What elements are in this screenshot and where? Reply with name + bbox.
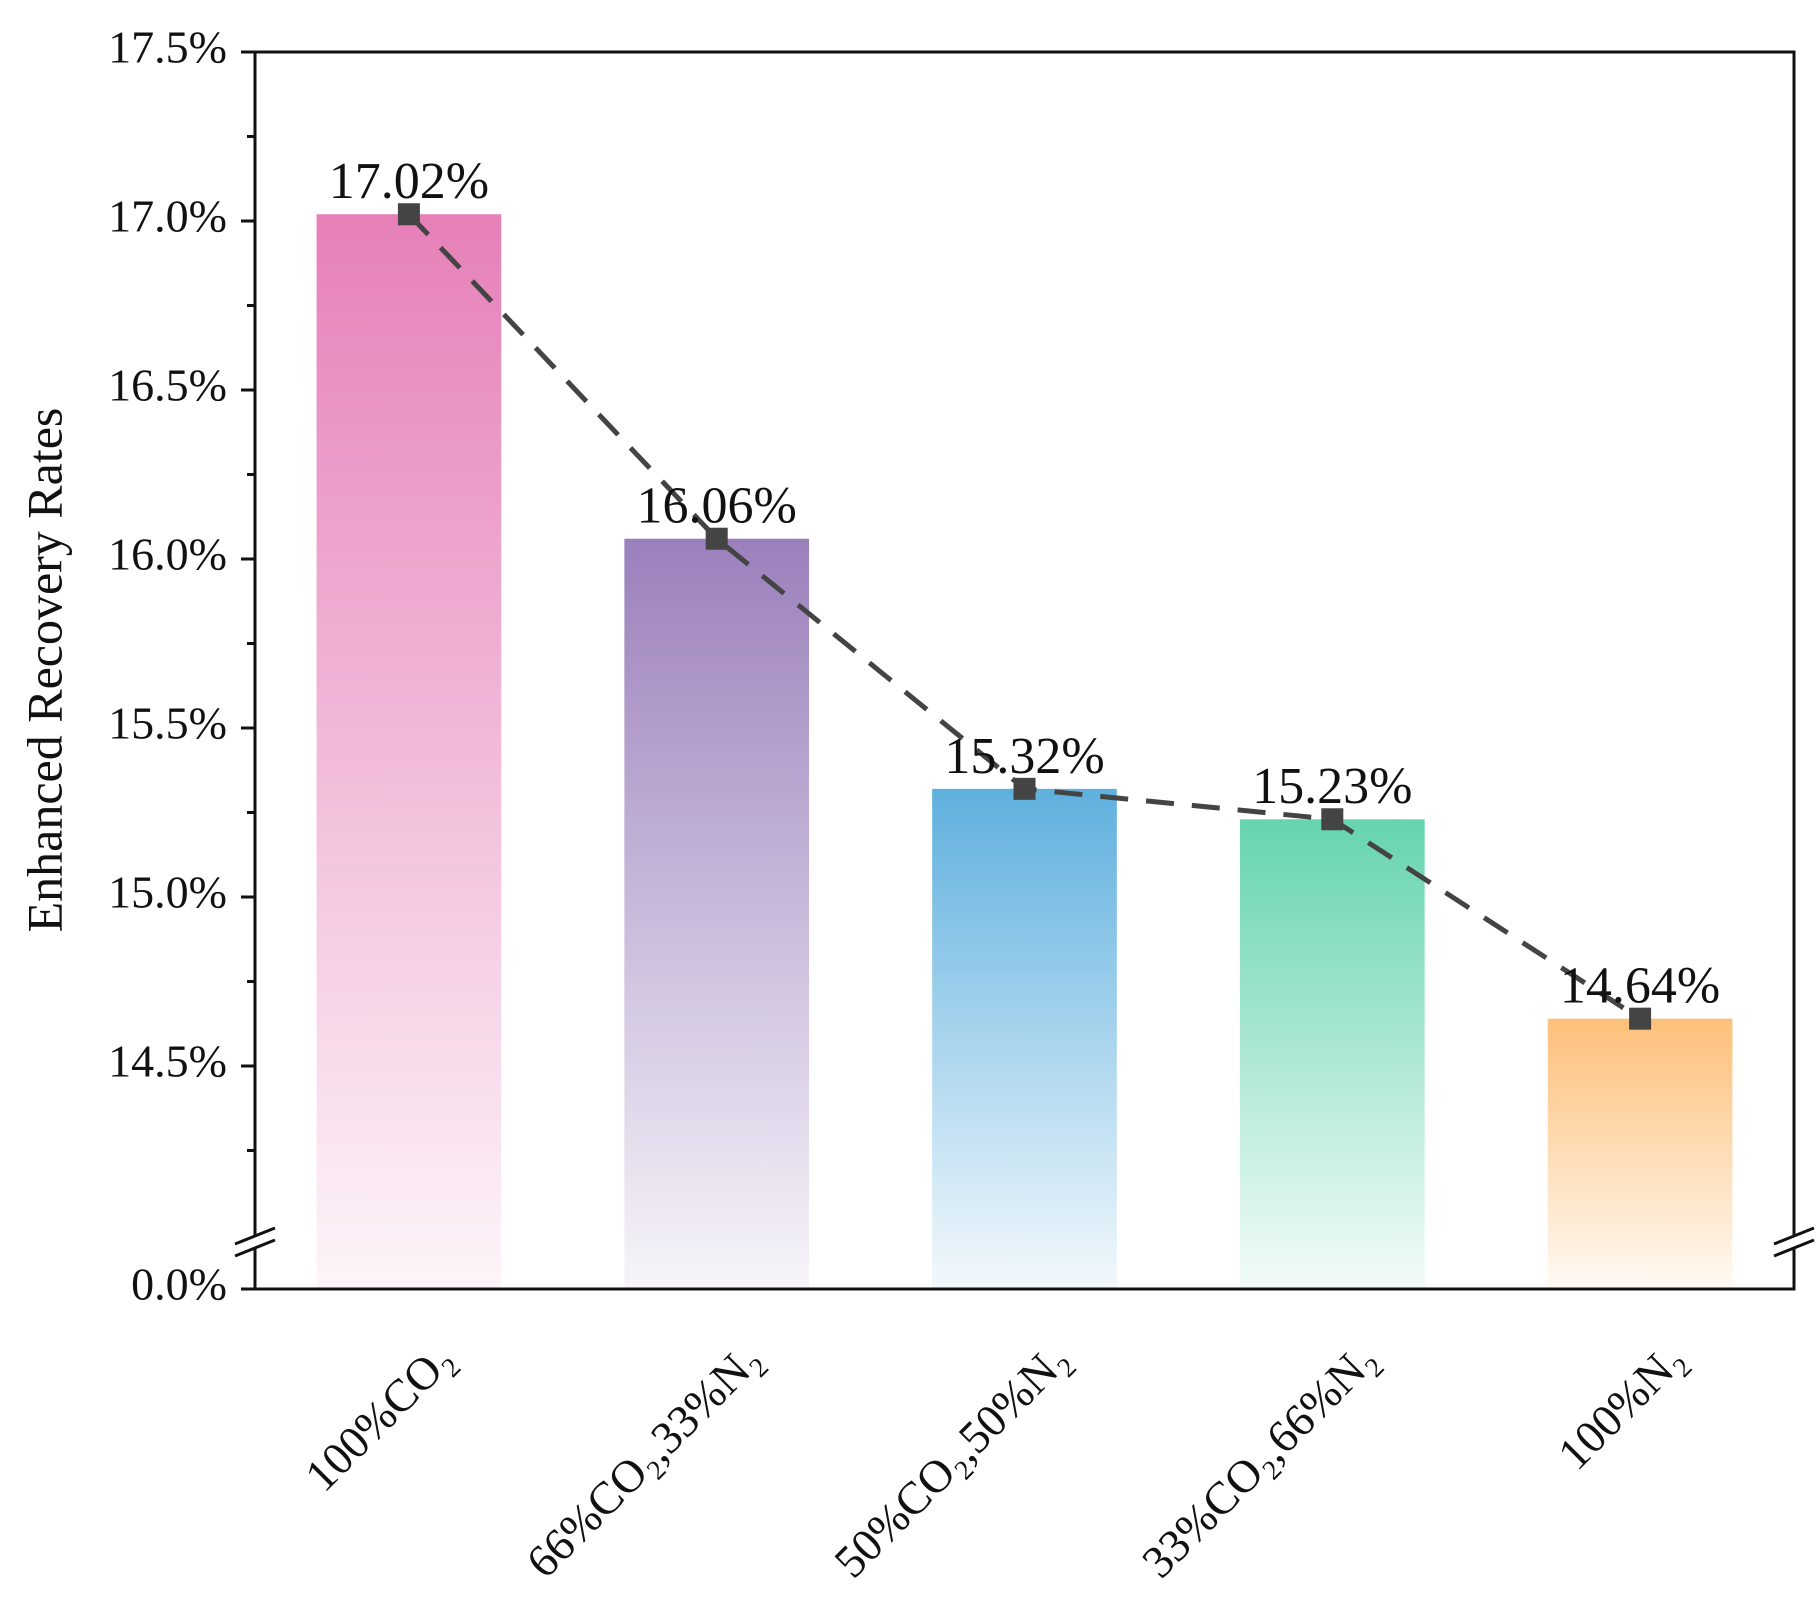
bar [316,214,502,1290]
x-tick-label: 33%CO₂,66%N₂ [1132,1332,1387,1587]
bar [1547,1018,1733,1289]
y-tick-label: 17.0% [108,191,227,242]
x-tick-label: 50%CO₂,50%N₂ [824,1332,1079,1587]
axis-break-mark [234,1226,276,1246]
y-tick-label: 16.5% [108,360,227,411]
value-label: 16.06% [637,478,797,535]
marker [705,527,728,550]
value-label: 17.02% [329,153,489,210]
y-tick-label: 15.0% [108,867,227,918]
axis-break-mark [234,1238,276,1258]
plot-frame [253,50,1796,1291]
bar [1239,819,1425,1289]
marker [397,203,420,226]
value-label: 15.32% [944,728,1104,785]
marker [1629,1007,1652,1030]
axis-break-mark [1773,1226,1815,1246]
y-axis-title: Enhanced Recovery Rates [16,408,72,933]
x-tick-label: 100%CO₂ [295,1332,463,1500]
bar [932,788,1117,1289]
y-tick-label: 14.5% [108,1036,227,1087]
x-tick-label: 100%N₂ [1548,1332,1695,1479]
y-tick-label: 16.0% [108,529,227,580]
y-tick-label: 17.5% [108,22,227,73]
value-label: 14.64% [1560,958,1720,1015]
y-tick-label: 0.0% [131,1259,227,1310]
x-tick-label: 66%CO₂,33%N₂ [516,1332,771,1587]
marker [1321,808,1344,831]
axis-break-mark [1773,1238,1815,1258]
marker [1013,777,1036,800]
y-tick-label: 15.5% [108,698,227,749]
bar [624,538,810,1289]
value-label: 15.23% [1252,758,1412,815]
